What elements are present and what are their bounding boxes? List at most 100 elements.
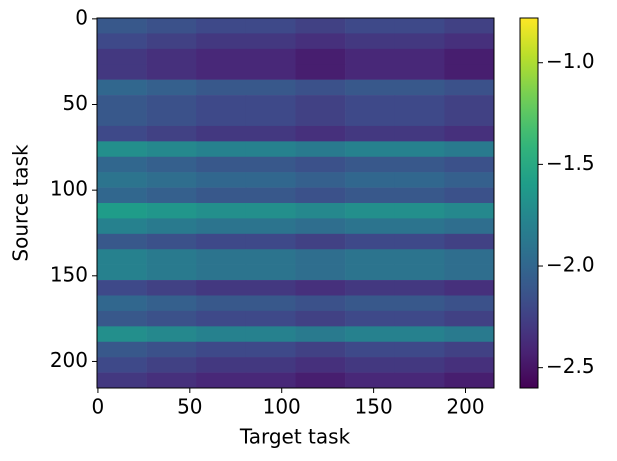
- heatmap-cell: [146, 326, 197, 343]
- heatmap-cell: [146, 33, 197, 50]
- heatmap-cell: [196, 310, 247, 327]
- heatmap-cell: [97, 264, 147, 281]
- heatmap-cell: [345, 264, 396, 281]
- heatmap-cell: [146, 156, 197, 173]
- colorbar-tick-label: −1.0: [546, 49, 595, 73]
- heatmap-cell: [146, 310, 197, 327]
- heatmap-cell: [146, 79, 197, 96]
- heatmap-cell: [444, 172, 495, 188]
- heatmap-cell: [146, 341, 197, 358]
- heatmap-cell: [97, 141, 147, 158]
- heatmap-cell: [245, 95, 296, 111]
- heatmap-cell: [295, 141, 346, 158]
- heatmap-cell: [245, 249, 296, 265]
- heatmap-cell: [295, 172, 346, 188]
- heatmap-cell: [394, 295, 445, 312]
- heatmap-cell: [345, 33, 396, 50]
- heatmap-cell: [146, 187, 197, 204]
- heatmap-cell: [196, 33, 247, 50]
- heatmap-cell: [245, 218, 296, 235]
- heatmap-cell: [146, 48, 197, 65]
- y-tick-label: 100: [50, 177, 88, 201]
- heatmap-cell: [394, 326, 445, 343]
- heatmap-cell: [444, 249, 495, 265]
- x-tick-label: 100: [263, 395, 301, 419]
- heatmap-cell: [196, 357, 247, 373]
- heatmap-cell: [196, 48, 247, 65]
- heatmap-cell: [97, 110, 147, 127]
- heatmap-cell: [295, 280, 346, 296]
- heatmap-cell: [146, 64, 197, 80]
- heatmap-cell: [345, 203, 396, 219]
- heatmap-cell: [196, 156, 247, 173]
- heatmap-cell: [245, 295, 296, 312]
- heatmap-cell: [196, 79, 247, 96]
- x-tick-label: 200: [446, 395, 484, 419]
- plot-frame: [96, 17, 495, 389]
- heatmap-cell: [146, 110, 197, 127]
- heatmap-cell: [345, 64, 396, 80]
- heatmap-cell: [196, 141, 247, 158]
- heatmap-cell: [394, 172, 445, 188]
- heatmap-cell: [97, 64, 147, 80]
- heatmap-cell: [394, 48, 445, 65]
- heatmap-cell: [146, 357, 197, 373]
- heatmap-cell: [97, 357, 147, 373]
- heatmap-cell: [394, 79, 445, 96]
- heatmap-cell: [196, 372, 247, 389]
- heatmap-cell: [97, 172, 147, 188]
- heatmap-cell: [444, 156, 495, 173]
- heatmap-cell: [245, 18, 296, 34]
- heatmap-cell: [196, 341, 247, 358]
- heatmap-cell: [444, 79, 495, 96]
- y-tick-label: 150: [50, 262, 88, 286]
- heatmap-cell: [444, 33, 495, 50]
- heatmap-cell: [345, 187, 396, 204]
- heatmap-cell: [444, 357, 495, 373]
- heatmap-cell: [345, 233, 396, 250]
- heatmap-cell: [295, 79, 346, 96]
- heatmap-cell: [394, 264, 445, 281]
- heatmap-cell: [146, 233, 197, 250]
- heatmap-cell: [97, 187, 147, 204]
- heatmap-cell: [196, 125, 247, 142]
- heatmap-cell: [245, 357, 296, 373]
- heatmap-cell: [394, 125, 445, 142]
- heatmap-cell: [97, 125, 147, 142]
- heatmap-cell: [295, 110, 346, 127]
- heatmap-cell: [394, 310, 445, 327]
- heatmap-cell: [245, 79, 296, 96]
- heatmap-cell: [196, 18, 247, 34]
- heatmap-cell: [345, 218, 396, 235]
- heatmap-cell: [245, 64, 296, 80]
- heatmap-cell: [444, 18, 495, 34]
- heatmap-cell: [345, 156, 396, 173]
- heatmap-cell: [345, 310, 396, 327]
- heatmap-cell: [245, 141, 296, 158]
- heatmap-cell: [394, 280, 445, 296]
- heatmap-cell: [394, 33, 445, 50]
- heatmap-cell: [295, 203, 346, 219]
- heatmap-cell: [444, 341, 495, 358]
- heatmap-cell: [345, 280, 396, 296]
- heatmap-cell: [146, 95, 197, 111]
- heatmap-cell: [394, 141, 445, 158]
- heatmap-cell: [245, 172, 296, 188]
- heatmap-cell: [196, 218, 247, 235]
- heatmap-cell: [97, 233, 147, 250]
- heatmap-cell: [295, 218, 346, 235]
- heatmap-cell: [97, 326, 147, 343]
- heatmap-cell: [97, 203, 147, 219]
- heatmap-cell: [97, 48, 147, 65]
- heatmap-cell: [394, 203, 445, 219]
- heatmap-cell: [295, 233, 346, 250]
- heatmap-cell: [295, 156, 346, 173]
- heatmap-cell: [245, 326, 296, 343]
- heatmap-cell: [295, 295, 346, 312]
- heatmap-cell: [295, 357, 346, 373]
- heatmap-cell: [345, 141, 396, 158]
- heatmap-cell: [394, 233, 445, 250]
- heatmap-cell: [245, 233, 296, 250]
- heatmap-cell: [97, 280, 147, 296]
